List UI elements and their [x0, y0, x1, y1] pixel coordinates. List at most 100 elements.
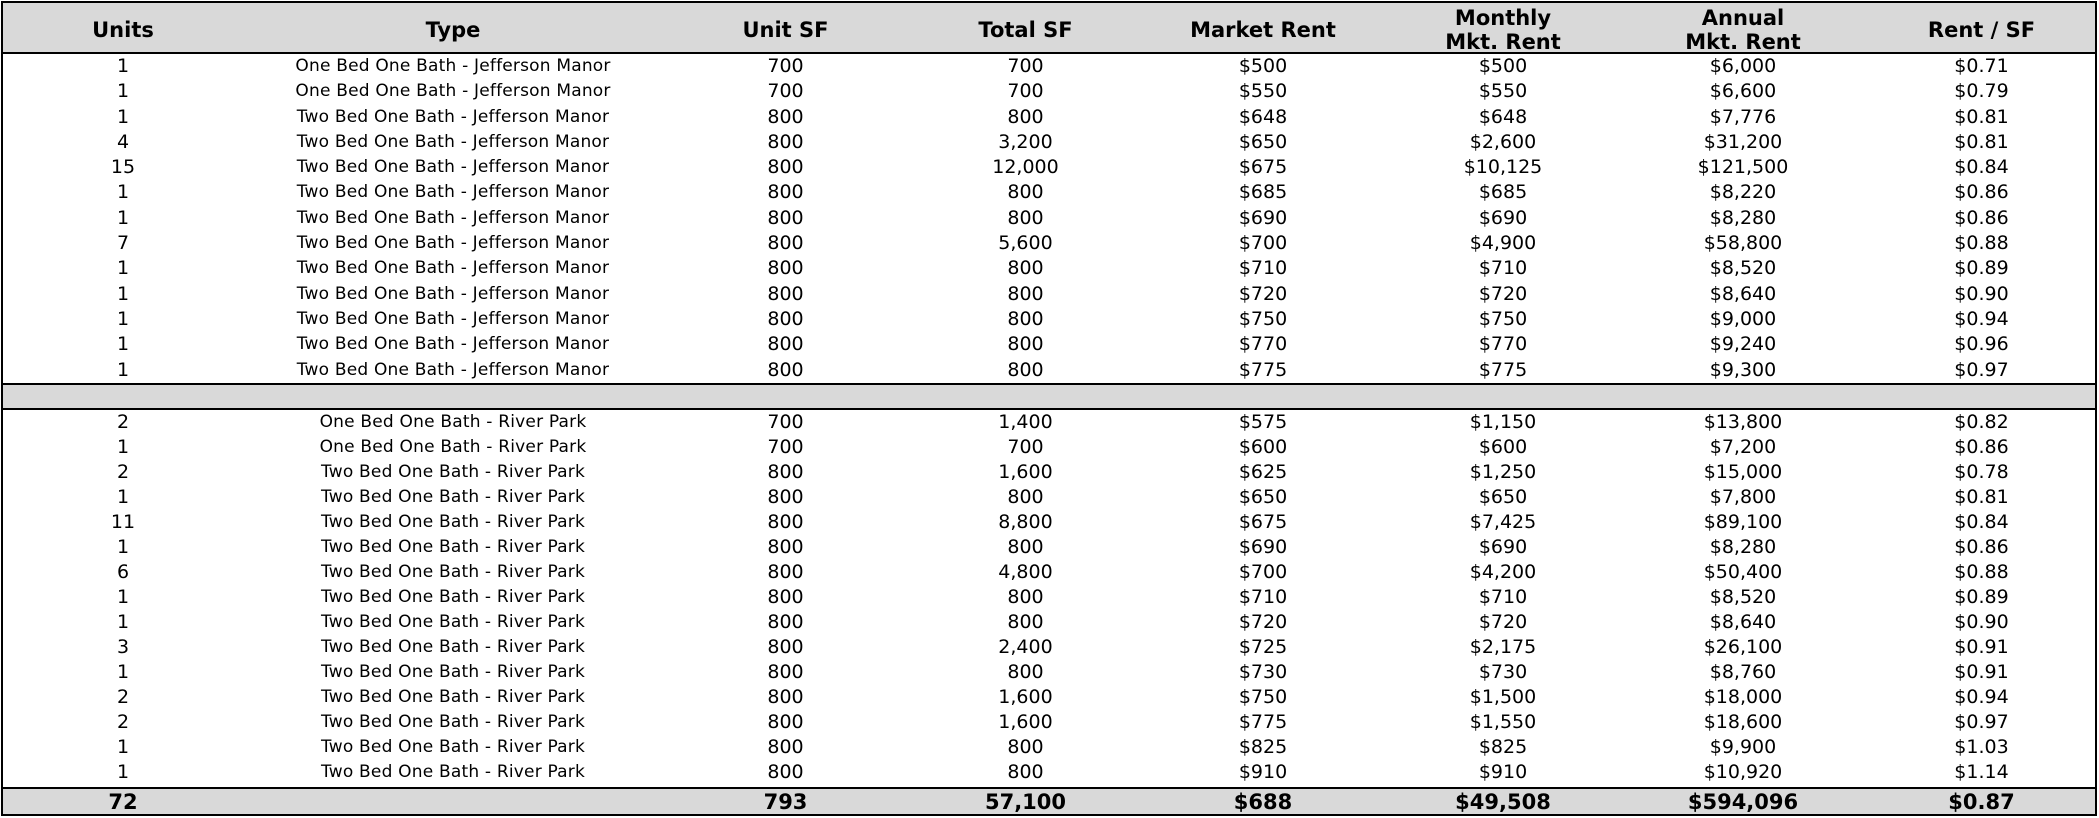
- table-row: 1 Two Bed One Bath - Jefferson Manor 800 80…: [3, 206, 2095, 231]
- cell-annual-mkt-rent: $18,600: [1703, 711, 1783, 733]
- cell-total-sf: 1,400: [998, 411, 1053, 433]
- cell-unit-sf: 800: [767, 661, 804, 683]
- cell-rent-per-sf: $0.89: [1954, 586, 2009, 608]
- cell-unit-sf: 800: [767, 636, 804, 658]
- cell-monthly-mkt-rent: $720: [1478, 611, 1528, 633]
- table-row: 1 One Bed One Bath - Jefferson Manor 700 70…: [3, 79, 2095, 104]
- cell-unit-sf: 700: [767, 411, 804, 433]
- cell-total-sf: 800: [1007, 586, 1044, 608]
- cell-total-sf: 1,600: [998, 686, 1053, 708]
- cell-rent-per-sf: $0.81: [1954, 486, 2009, 508]
- cell-annual-mkt-rent: $18,000: [1703, 686, 1783, 708]
- cell-units: 1: [116, 181, 130, 204]
- cell-unit-sf: 800: [767, 461, 804, 483]
- cell-type: Two Bed One Bath - Jefferson Manor: [296, 233, 610, 254]
- cell-units: 15: [110, 156, 136, 179]
- cell-unit-sf: 800: [767, 181, 804, 204]
- cell-rent-per-sf: $0.84: [1954, 511, 2009, 533]
- cell-type: Two Bed One Bath - River Park: [320, 762, 586, 782]
- header-annual-line1: Annual: [1701, 5, 1785, 30]
- cell-units: 1: [116, 257, 130, 280]
- table-row: 2 Two Bed One Bath - River Park 800 1,600 $6…: [3, 460, 2095, 485]
- cell-rent-per-sf: $0.79: [1954, 80, 2009, 103]
- cell-type: One Bed One Bath - River Park: [319, 412, 587, 432]
- section-jefferson-manor: 1 One Bed One Bath - Jefferson Manor 700 70…: [1, 54, 2097, 383]
- cell-market-rent: $700: [1238, 561, 1288, 583]
- cell-annual-mkt-rent: $8,220: [1709, 181, 1777, 204]
- cell-total-sf: 800: [1007, 307, 1044, 330]
- cell-rent-per-sf: $0.94: [1954, 307, 2009, 330]
- cell-monthly-mkt-rent: $1,500: [1469, 686, 1537, 708]
- total-monthly-mkt-rent: $49,508: [1455, 790, 1551, 814]
- cell-annual-mkt-rent: $8,280: [1709, 536, 1777, 558]
- header-market-rent: Market Rent: [1190, 17, 1336, 42]
- cell-market-rent: $600: [1238, 436, 1288, 458]
- cell-market-rent: $730: [1238, 661, 1288, 683]
- cell-market-rent: $500: [1238, 55, 1288, 77]
- cell-annual-mkt-rent: $6,000: [1709, 55, 1777, 77]
- cell-type: Two Bed One Bath - River Park: [320, 687, 586, 707]
- table-row: 1 Two Bed One Bath - River Park 800 800 $825…: [3, 735, 2095, 760]
- cell-type: Two Bed One Bath - Jefferson Manor: [296, 207, 610, 228]
- cell-unit-sf: 800: [767, 486, 804, 508]
- cell-unit-sf: 700: [767, 80, 804, 103]
- cell-annual-mkt-rent: $89,100: [1703, 511, 1783, 533]
- cell-rent-per-sf: $0.96: [1954, 333, 2009, 356]
- table-row: 1 Two Bed One Bath - Jefferson Manor 800 80…: [3, 307, 2095, 332]
- cell-units: 1: [116, 105, 130, 128]
- cell-annual-mkt-rent: $7,200: [1709, 436, 1777, 458]
- cell-type: Two Bed One Bath - Jefferson Manor: [296, 308, 610, 329]
- cell-units: 4: [116, 130, 130, 153]
- cell-type: Two Bed One Bath - Jefferson Manor: [296, 157, 610, 178]
- cell-market-rent: $675: [1238, 156, 1288, 179]
- cell-total-sf: 1,600: [998, 461, 1053, 483]
- cell-units: 1: [116, 333, 130, 356]
- cell-total-sf: 3,200: [998, 130, 1053, 153]
- cell-type: Two Bed One Bath - Jefferson Manor: [296, 334, 610, 355]
- cell-monthly-mkt-rent: $550: [1478, 80, 1528, 103]
- total-market-rent: $688: [1233, 790, 1293, 814]
- cell-total-sf: 800: [1007, 206, 1044, 229]
- cell-monthly-mkt-rent: $775: [1478, 358, 1528, 381]
- cell-rent-per-sf: $0.97: [1954, 711, 2009, 733]
- cell-market-rent: $825: [1238, 736, 1288, 758]
- cell-type: One Bed One Bath - Jefferson Manor: [295, 56, 611, 76]
- cell-monthly-mkt-rent: $730: [1478, 661, 1528, 683]
- cell-monthly-mkt-rent: $750: [1478, 307, 1528, 330]
- cell-market-rent: $625: [1238, 461, 1288, 483]
- cell-units: 2: [116, 461, 130, 483]
- cell-units: 1: [116, 55, 130, 77]
- cell-market-rent: $685: [1238, 181, 1288, 204]
- cell-unit-sf: 800: [767, 586, 804, 608]
- cell-monthly-mkt-rent: $600: [1478, 436, 1528, 458]
- table-row: 11 Two Bed One Bath - River Park 800 8,800 $…: [3, 510, 2095, 535]
- cell-market-rent: $550: [1238, 80, 1288, 103]
- cell-total-sf: 12,000: [992, 156, 1059, 179]
- cell-units: 1: [116, 611, 130, 633]
- cell-type: Two Bed One Bath - Jefferson Manor: [296, 359, 610, 380]
- table-row: 1 Two Bed One Bath - Jefferson Manor 800 80…: [3, 282, 2095, 307]
- cell-type: Two Bed One Bath - River Park: [320, 712, 586, 732]
- cell-type: Two Bed One Bath - River Park: [320, 537, 586, 557]
- cell-units: 1: [116, 536, 130, 558]
- cell-unit-sf: 800: [767, 282, 804, 305]
- cell-annual-mkt-rent: $8,520: [1709, 586, 1777, 608]
- table-row: 1 Two Bed One Bath - River Park 800 800 $690…: [3, 535, 2095, 560]
- cell-unit-sf: 800: [767, 561, 804, 583]
- cell-unit-sf: 800: [767, 736, 804, 758]
- table-row: 1 Two Bed One Bath - Jefferson Manor 800 80…: [3, 256, 2095, 281]
- table-row: 1 Two Bed One Bath - Jefferson Manor 800 80…: [3, 358, 2095, 383]
- table-row: 1 Two Bed One Bath - River Park 800 800 $720…: [3, 610, 2095, 635]
- cell-market-rent: $710: [1238, 586, 1288, 608]
- total-units: 72: [108, 790, 138, 814]
- cell-monthly-mkt-rent: $685: [1478, 181, 1528, 204]
- cell-unit-sf: 800: [767, 611, 804, 633]
- cell-market-rent: $910: [1238, 761, 1288, 783]
- cell-rent-per-sf: $0.88: [1954, 561, 2009, 583]
- totals-row: 72 793 57,100 $688 $49,508 $594,096 $0.8…: [1, 787, 2097, 816]
- cell-total-sf: 4,800: [998, 561, 1053, 583]
- cell-monthly-mkt-rent: $910: [1478, 761, 1528, 783]
- section-separator: [1, 383, 2097, 410]
- table-row: 2 Two Bed One Bath - River Park 800 1,600 $7…: [3, 710, 2095, 735]
- table-row: 2 One Bed One Bath - River Park 700 1,400 $5…: [3, 410, 2095, 435]
